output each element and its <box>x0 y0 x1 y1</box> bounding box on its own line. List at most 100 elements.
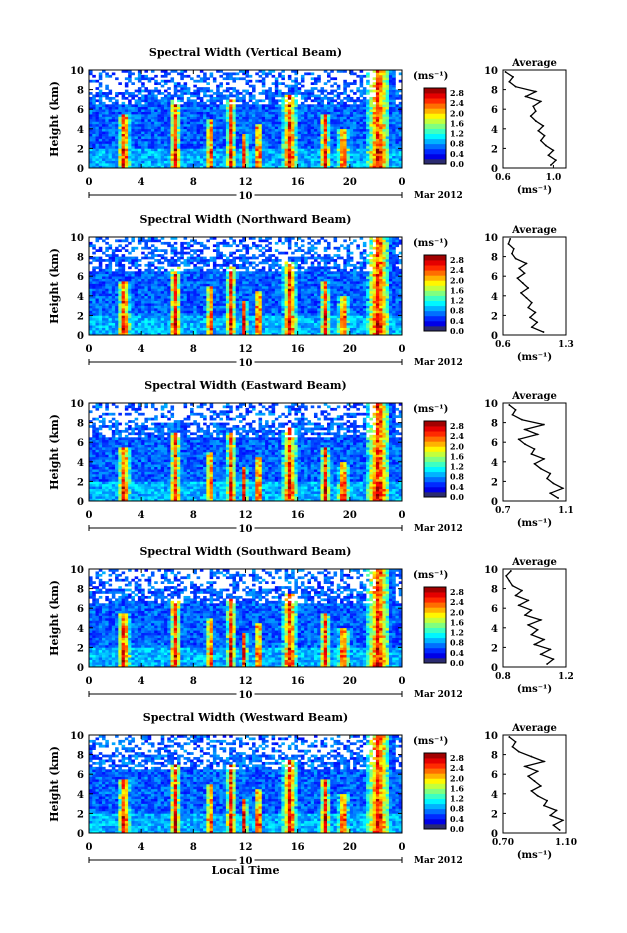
heatmap-cell <box>171 121 175 124</box>
heatmap-cell <box>180 281 184 284</box>
heatmap-cell <box>164 259 168 262</box>
heatmap-cell <box>223 308 227 311</box>
heatmap-cell <box>99 109 103 112</box>
heatmap-cell <box>334 126 338 129</box>
heatmap-cell <box>148 281 152 284</box>
heatmap-cell <box>92 298 96 301</box>
x-tick-label: 16 <box>291 177 305 188</box>
heatmap-cell <box>203 119 207 122</box>
heatmap-cell <box>392 117 396 120</box>
heatmap-cell <box>118 134 122 137</box>
heatmap-cell <box>249 158 253 161</box>
heatmap-cell <box>337 148 341 151</box>
heatmap-cell <box>265 124 269 127</box>
heatmap-cell <box>102 301 106 304</box>
heatmap-cell <box>369 124 373 127</box>
heatmap-cell <box>125 318 129 321</box>
heatmap-cell <box>369 148 373 151</box>
heatmap-cell <box>320 117 324 120</box>
heatmap-cell <box>389 119 393 122</box>
heatmap-cell <box>386 158 390 161</box>
heatmap-cell <box>366 102 370 105</box>
heatmap-cell <box>242 161 246 164</box>
heatmap-cell <box>128 119 132 122</box>
heatmap-cell <box>392 121 396 124</box>
heatmap-cell <box>115 92 119 95</box>
heatmap-cell <box>154 99 158 102</box>
heatmap-cell <box>265 126 269 129</box>
heatmap-cell <box>180 271 184 274</box>
heatmap-cell <box>141 303 145 306</box>
heatmap-cell <box>236 114 240 117</box>
heatmap-cell <box>288 151 292 154</box>
heatmap-cell <box>109 325 113 328</box>
heatmap-cell <box>135 99 139 102</box>
heatmap-cell <box>164 296 168 299</box>
heatmap-cell <box>353 139 357 142</box>
heatmap-cell <box>193 293 197 296</box>
heatmap-cell <box>89 151 93 154</box>
heatmap-cell <box>275 80 279 83</box>
heatmap-cell <box>210 75 214 78</box>
heatmap-cell <box>327 72 331 75</box>
heatmap-cell <box>324 90 328 93</box>
heatmap-cell <box>171 257 175 260</box>
heatmap-cell <box>131 158 135 161</box>
heatmap-cell <box>389 92 393 95</box>
heatmap-cell <box>298 104 302 107</box>
heatmap-cell <box>151 109 155 112</box>
heatmap-cell <box>311 124 315 127</box>
heatmap-cell <box>395 117 399 120</box>
heatmap-cell <box>148 117 152 120</box>
heatmap-cell <box>135 325 139 328</box>
heatmap-cell <box>337 114 341 117</box>
heatmap-cell <box>99 148 103 151</box>
heatmap-cell <box>154 141 158 144</box>
heatmap-cell <box>337 107 341 110</box>
heatmap-cell <box>232 117 236 120</box>
heatmap-cell <box>174 242 178 245</box>
heatmap-cell <box>144 163 148 166</box>
heatmap-cell <box>118 284 122 287</box>
heatmap-cell <box>125 249 129 252</box>
heatmap-cell <box>376 156 380 159</box>
heatmap-cell <box>219 92 223 95</box>
heatmap-cell <box>307 97 311 100</box>
heatmap-cell <box>340 114 344 117</box>
heatmap-cell <box>219 281 223 284</box>
heatmap-cell <box>157 117 161 120</box>
heatmap-cell <box>246 139 250 142</box>
heatmap-cell <box>115 311 119 314</box>
heatmap-cell <box>135 284 139 287</box>
heatmap-cell <box>395 136 399 139</box>
heatmap-cell <box>177 286 181 289</box>
heatmap-cell <box>118 308 122 311</box>
heatmap-cell <box>99 99 103 102</box>
heatmap-cell <box>157 320 161 323</box>
heatmap-cell <box>138 264 142 267</box>
heatmap-cell <box>210 276 214 279</box>
heatmap-cell <box>386 77 390 80</box>
heatmap-cell <box>193 104 197 107</box>
heatmap-cell <box>118 109 122 112</box>
heatmap-cell <box>334 136 338 139</box>
heatmap-cell <box>210 288 214 291</box>
heatmap-cell <box>157 146 161 149</box>
heatmap-cell <box>226 325 230 328</box>
heatmap-cell <box>105 269 109 272</box>
heatmap-cell <box>99 264 103 267</box>
heatmap-cell <box>148 269 152 272</box>
heatmap-cell <box>314 126 318 129</box>
heatmap-cell <box>174 124 178 127</box>
heatmap-cell <box>356 121 360 124</box>
heatmap-cell <box>369 161 373 164</box>
heatmap-cell <box>334 144 338 147</box>
heatmap-cell <box>138 87 142 90</box>
heatmap-cell <box>275 151 279 154</box>
heatmap-cell <box>180 136 184 139</box>
heatmap-cell <box>363 131 367 134</box>
heatmap-cell <box>347 129 351 132</box>
heatmap-cell <box>249 298 253 301</box>
heatmap-cell <box>171 129 175 132</box>
heatmap-cell <box>210 109 214 112</box>
